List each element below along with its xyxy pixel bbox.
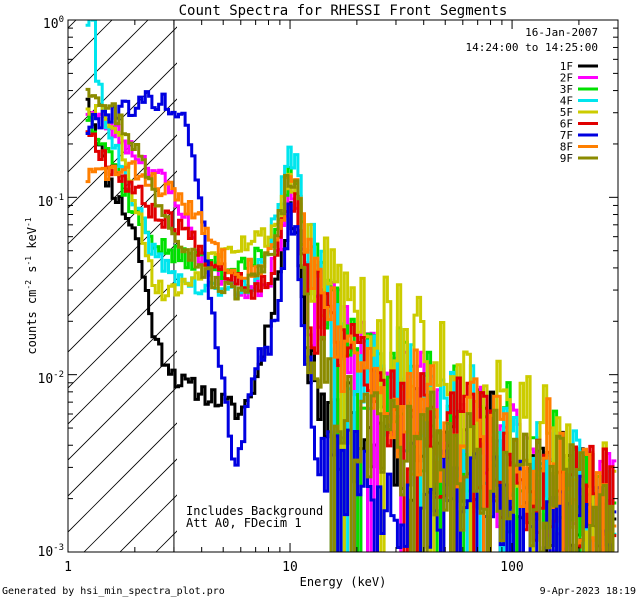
y-tick-label-1e-3: 10-3	[38, 543, 65, 560]
footer-timestamp: 9-Apr-2023 18:19	[540, 586, 636, 597]
x-tick-label-1: 1	[64, 560, 72, 575]
y-axis-label: counts cm-2 s-1 keV-1	[24, 217, 39, 354]
hatch-line	[68, 62, 177, 173]
legend-label-6F: 6F	[560, 118, 573, 131]
hatch-line	[68, 242, 177, 353]
legend-label-3F: 3F	[560, 83, 573, 96]
legend-time-range: 14:24:00 to 14:25:00	[466, 41, 598, 54]
axis-ticks	[67, 19, 619, 553]
y-tick-label-1e0: 100	[43, 15, 64, 32]
series-9F-line	[85, 87, 615, 552]
series-8F-line	[85, 160, 617, 552]
x-tick-label-10: 10	[282, 560, 298, 575]
y-tick-label-1e-2: 10-2	[38, 370, 65, 387]
legend-label-4F: 4F	[560, 95, 573, 108]
hatch-line	[68, 20, 149, 101]
legend-label-5F: 5F	[560, 106, 573, 119]
x-tick-label-100: 100	[500, 560, 523, 575]
legend-label-2F: 2F	[560, 72, 573, 85]
hatch-line	[68, 170, 177, 281]
hatch-line	[68, 422, 177, 533]
series-layer	[85, 20, 617, 552]
hatch-line	[68, 206, 177, 317]
chart-title: Count Spectra for RHESSI Front Segments	[179, 3, 508, 19]
plot-frame	[67, 19, 619, 553]
legend-date: 16-Jan-2007	[525, 26, 598, 39]
hatch-line	[68, 350, 177, 461]
hatched-region	[68, 20, 177, 552]
footer-generated-by: Generated by hsi_min_spectra_plot.pro	[2, 586, 225, 597]
hatch-line	[68, 26, 177, 137]
legend-label-9F: 9F	[560, 152, 573, 165]
legend-label-1F: 1F	[560, 60, 573, 73]
legend-label-7F: 7F	[560, 129, 573, 142]
annotation-background: Includes Background	[186, 504, 323, 518]
x-axis-label: Energy (keV)	[300, 575, 387, 589]
series-5F-line	[85, 103, 617, 552]
y-tick-label-1e-1: 10-1	[38, 193, 65, 210]
annotation-attenuator: Att A0, FDecim 1	[186, 516, 302, 530]
legend: 16-Jan-2007 14:24:00 to 14:25:00 1F2F3F4…	[466, 26, 598, 165]
hatch-line	[68, 386, 177, 497]
legend-label-8F: 8F	[560, 141, 573, 154]
